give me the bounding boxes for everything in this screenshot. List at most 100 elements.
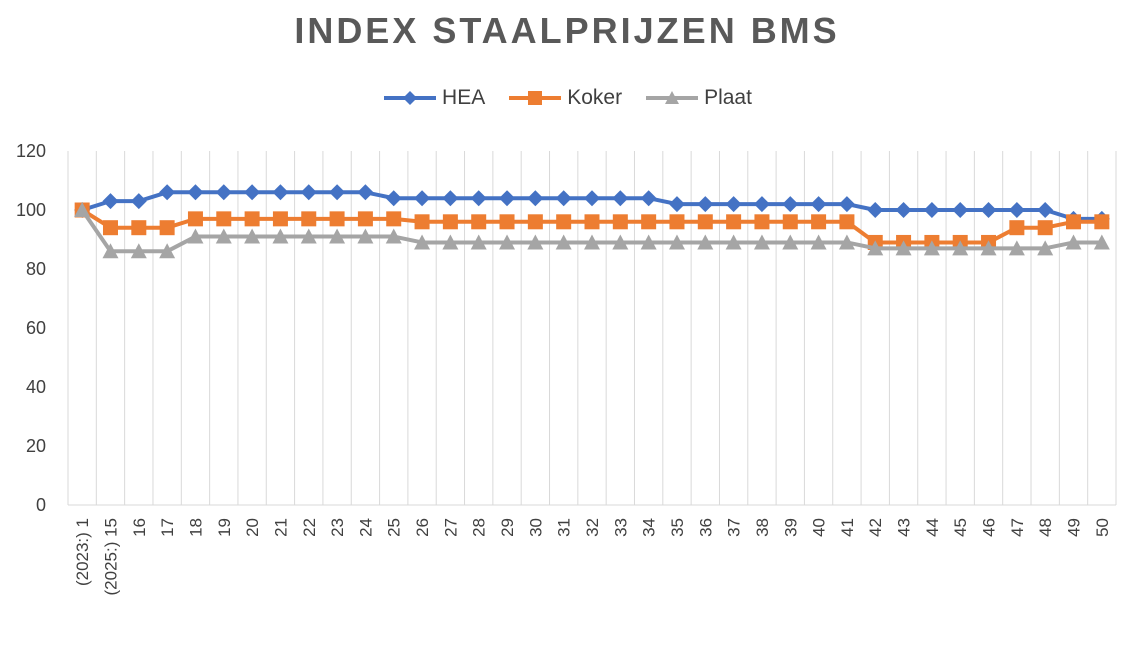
- data-point: [329, 184, 346, 201]
- data-point: [584, 234, 600, 250]
- legend-item-plaat: Plaat: [644, 86, 752, 110]
- data-point: [1037, 240, 1054, 256]
- x-tick-label: 36: [696, 518, 715, 537]
- legend-marker-plaat: [646, 91, 699, 104]
- data-point: [584, 190, 600, 207]
- x-tick-label: 47: [1008, 518, 1027, 537]
- gridlines: [67, 151, 1117, 506]
- data-point: [697, 214, 713, 230]
- data-point: [754, 214, 770, 230]
- data-point: [697, 196, 714, 213]
- data-point: [838, 234, 855, 250]
- y-tick-label: 100: [16, 200, 46, 220]
- data-point: [470, 190, 487, 207]
- data-point: [555, 234, 572, 250]
- data-point: [329, 228, 346, 244]
- x-tick-label: 41: [838, 518, 857, 537]
- data-point: [753, 196, 770, 213]
- data-point: [1093, 234, 1110, 250]
- data-point: [300, 228, 317, 244]
- y-tick-label: 80: [26, 259, 46, 279]
- x-tick-label: 25: [385, 518, 404, 537]
- data-point: [300, 184, 317, 201]
- data-point: [385, 190, 402, 207]
- data-point: [130, 193, 147, 210]
- legend-label-hea: HEA: [442, 86, 486, 109]
- legend-label-koker: Koker: [567, 86, 623, 109]
- x-tick-label: 44: [923, 518, 942, 537]
- data-point: [244, 228, 261, 244]
- x-tick-label: 37: [725, 518, 744, 537]
- series-plaat: [74, 202, 1110, 259]
- data-point: [385, 228, 402, 244]
- data-point: [811, 214, 827, 230]
- data-point: [159, 184, 176, 201]
- data-point: [215, 184, 232, 201]
- data-point: [1009, 220, 1025, 236]
- data-point: [102, 193, 119, 210]
- data-point: [159, 220, 175, 236]
- series-hea: [74, 184, 1110, 227]
- x-tick-label: 23: [328, 518, 347, 537]
- data-point: [641, 214, 657, 230]
- x-tick-label: 29: [498, 518, 517, 537]
- data-point: [556, 214, 572, 230]
- data-point: [442, 234, 459, 250]
- data-point: [329, 211, 345, 227]
- data-point: [414, 234, 431, 250]
- x-tick-label: 48: [1036, 518, 1055, 537]
- x-tick-label: 22: [300, 518, 319, 537]
- x-tick-label: 30: [526, 518, 545, 537]
- data-point: [980, 240, 997, 256]
- x-tick-label: 19: [215, 518, 234, 537]
- data-point: [470, 234, 487, 250]
- x-tick-label: 21: [271, 518, 290, 537]
- y-tick-label: 40: [26, 377, 46, 397]
- data-point: [726, 214, 742, 230]
- x-tick-label: 33: [611, 518, 630, 537]
- data-point: [867, 202, 884, 218]
- data-point: [357, 211, 373, 227]
- data-point: [527, 234, 544, 250]
- y-tick-label: 60: [26, 318, 46, 338]
- data-point: [782, 214, 798, 230]
- x-tick-label: (2025:) 15: [101, 518, 120, 596]
- legend-item-koker: Koker: [507, 86, 622, 110]
- y-tick-label: 20: [26, 436, 46, 456]
- data-point: [215, 228, 232, 244]
- data-point: [838, 196, 855, 213]
- data-point: [669, 214, 685, 230]
- data-point: [668, 234, 685, 250]
- legend-marker-hea: [384, 91, 437, 105]
- x-tick-label: 16: [130, 518, 149, 537]
- data-point: [499, 214, 515, 230]
- y-tick-label: 120: [16, 141, 46, 161]
- data-point: [102, 243, 119, 259]
- data-point: [612, 234, 629, 250]
- data-point: [527, 214, 543, 230]
- data-point: [1037, 202, 1054, 218]
- data-point: [923, 240, 940, 256]
- data-point: [74, 202, 91, 217]
- data-point: [131, 220, 147, 236]
- x-tick-label: 39: [781, 518, 800, 537]
- data-point: [895, 240, 912, 256]
- data-point: [244, 211, 260, 227]
- data-point: [584, 214, 600, 230]
- x-tick-label: 31: [555, 518, 574, 537]
- data-point: [499, 234, 516, 250]
- x-tick-label: 32: [583, 518, 602, 537]
- data-point: [668, 196, 685, 213]
- data-point: [923, 202, 940, 218]
- data-point: [753, 234, 770, 250]
- data-point: [810, 196, 827, 213]
- data-point: [725, 196, 742, 213]
- data-point: [414, 214, 430, 230]
- legend-item-hea: HEA: [382, 86, 485, 110]
- x-tick-label: 43: [895, 518, 914, 537]
- data-point: [952, 202, 969, 218]
- data-point: [499, 190, 516, 207]
- data-point: [187, 184, 204, 201]
- x-tick-label: 45: [951, 518, 970, 537]
